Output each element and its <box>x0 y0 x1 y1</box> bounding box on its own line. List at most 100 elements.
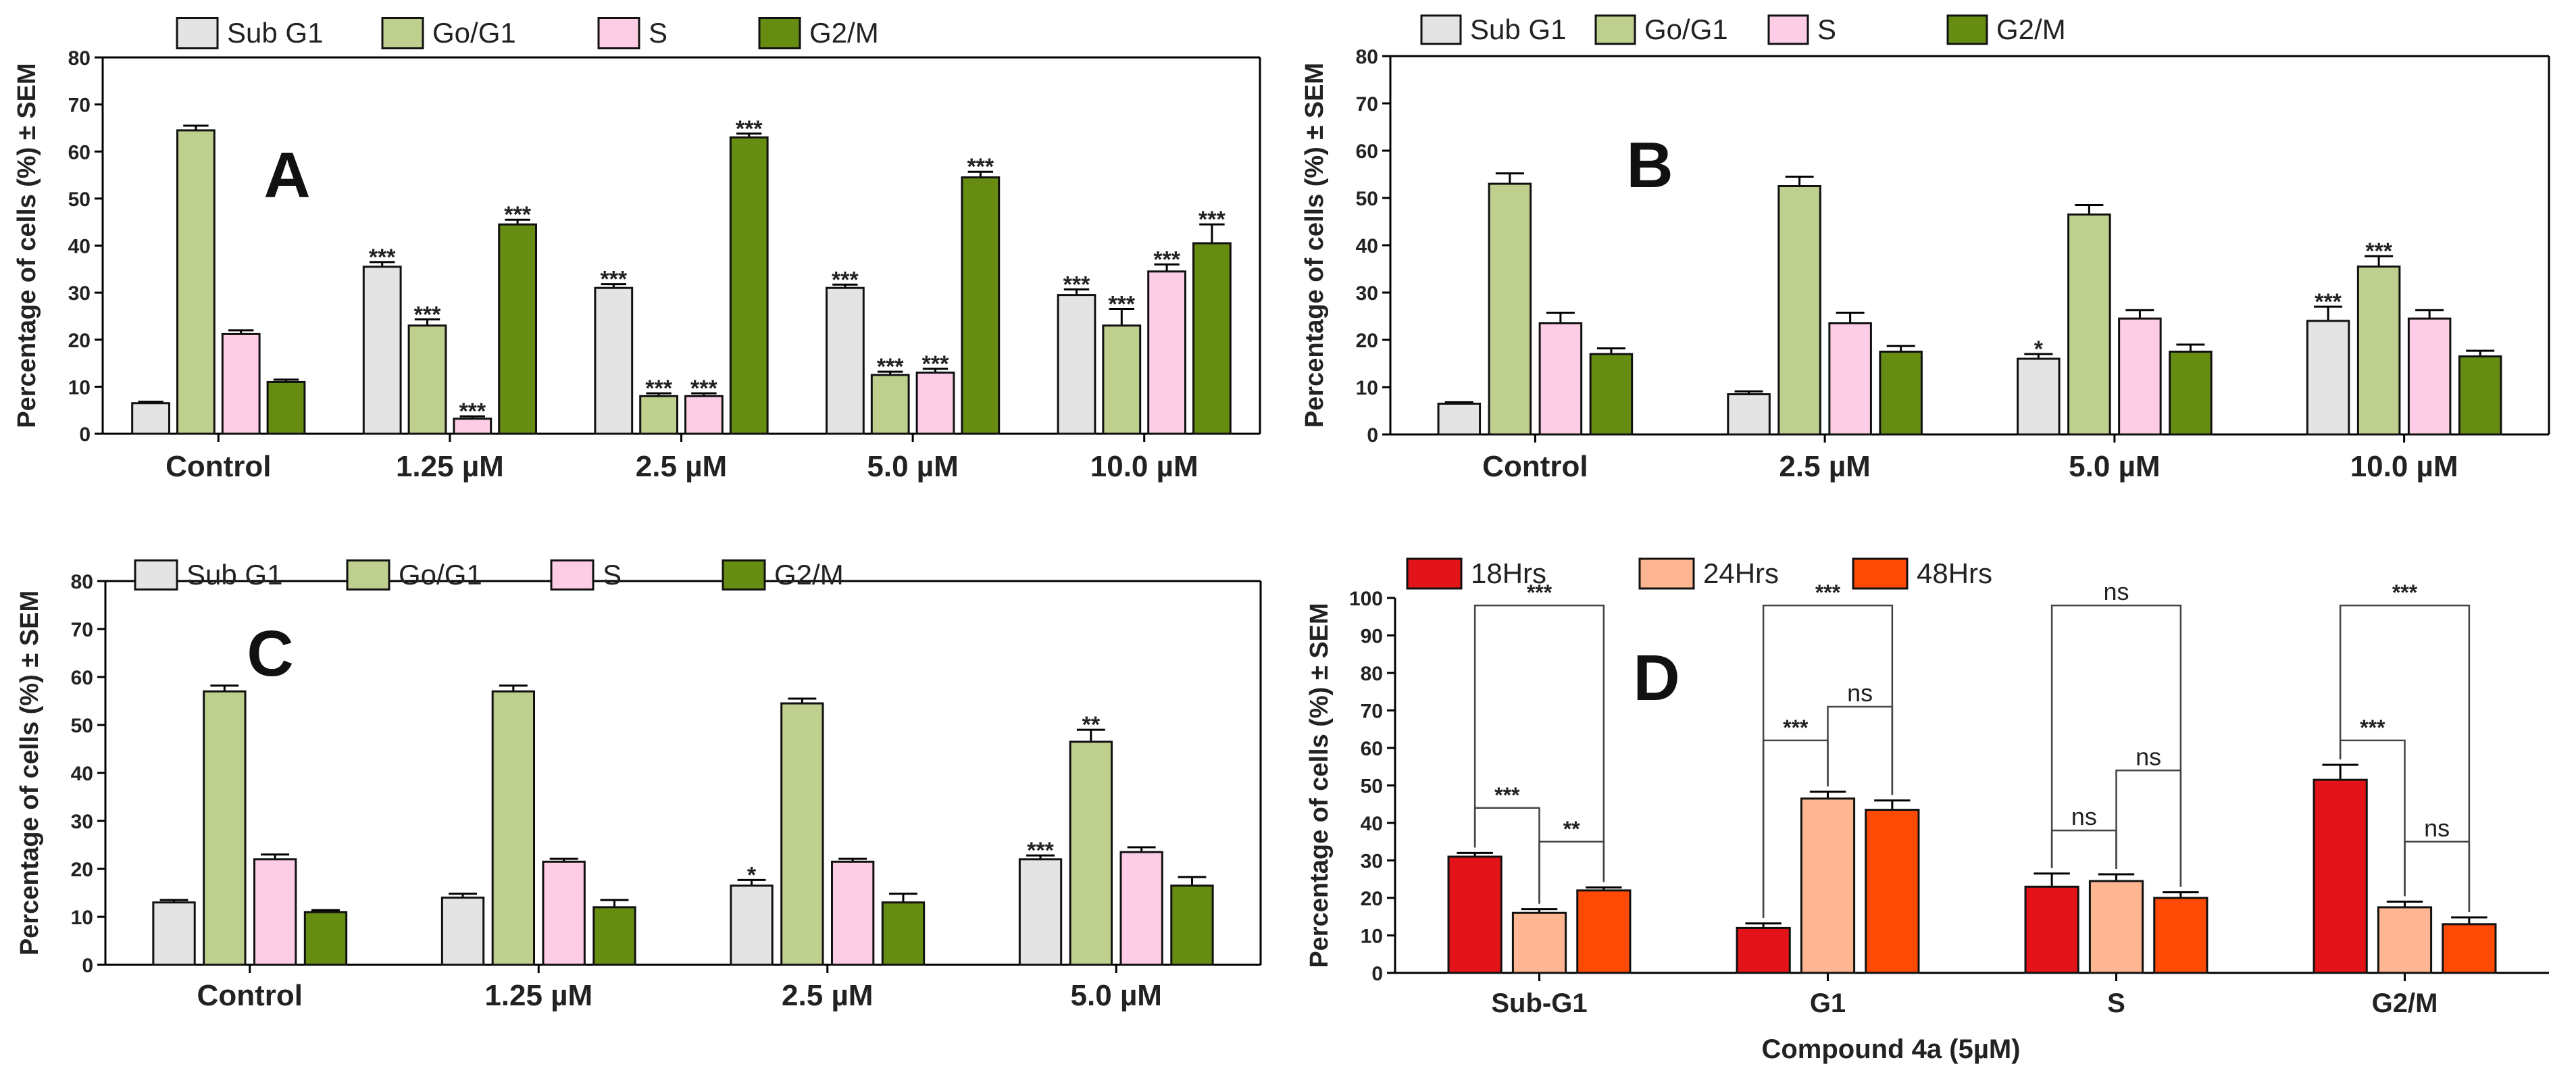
chart-panel-a: Percentage of cells (%) ± SEM 0 10 20 30 40 50… <box>0 0 1288 539</box>
chart-d-ytick-label: 60 <box>1361 738 1383 760</box>
chart-d-ytick-label: 50 <box>1361 776 1383 798</box>
chart-d-bar <box>2024 885 2079 974</box>
chart-a-ytick-label: 0 <box>79 424 91 446</box>
chart-a-bar <box>1057 294 1096 435</box>
chart-d-comparison-label: ns <box>2071 803 2097 830</box>
chart-d-category-label: Sub-G1 <box>1491 988 1587 1018</box>
chart-c-significance-label: *** <box>1027 838 1054 863</box>
chart-a-legend-swatch <box>758 17 801 49</box>
chart-b-category-label: 2.5 µM <box>1779 450 1870 483</box>
chart-a-ytick-label: 60 <box>68 141 91 164</box>
chart-a-ytick-label: 70 <box>68 95 91 117</box>
chart-b-ytick-label: 20 <box>1356 330 1378 352</box>
chart-d-comparison-bracket <box>2050 604 2182 887</box>
chart-d-legend-swatch <box>1406 557 1463 590</box>
chart-d-bar <box>1447 855 1502 974</box>
chart-c-legend-label: S <box>603 559 622 591</box>
chart-c-category-label: Control <box>197 979 303 1012</box>
chart-c-bar <box>780 702 824 966</box>
chart-b-bar <box>2458 355 2502 436</box>
chart-a-category-label: 2.5 µM <box>636 450 727 483</box>
chart-d-bar <box>1511 911 1567 974</box>
chart-c-legend-swatch <box>722 559 766 591</box>
chart-b-category-label: Control <box>1482 450 1588 483</box>
chart-a-significance-label: *** <box>1198 207 1226 232</box>
chart-c-legend-label: G2/M <box>774 559 844 591</box>
chart-d-ylabel: Percentage of cells (%) ± SEM <box>1305 603 1334 968</box>
chart-a-category-label: 10.0 µM <box>1090 450 1198 483</box>
chart-a-bar <box>684 395 724 435</box>
chart-c-bar <box>1170 884 1214 966</box>
chart-d-comparison-label: *** <box>2360 716 2385 740</box>
chart-a-significance-label: *** <box>832 267 859 293</box>
chart-c-ytick-label: 40 <box>71 763 93 785</box>
chart-c-bar <box>491 690 536 966</box>
chart-c-bar <box>881 901 926 966</box>
chart-a-legend-swatch <box>381 17 424 49</box>
chart-d-legend-label: 48Hrs <box>1917 557 1992 589</box>
chart-d-ytick-label: 40 <box>1361 813 1383 835</box>
chart-a-bar <box>453 418 493 435</box>
chart-d-ytick-label: 20 <box>1361 888 1383 910</box>
chart-a-svg: Percentage of cells (%) ± SEM 0 10 20 30 40 50… <box>13 17 1261 483</box>
chart-a-significance-label: *** <box>922 351 949 377</box>
chart-a-bar <box>639 395 678 435</box>
chart-c-bar <box>1018 858 1063 966</box>
chart-c-significance-label: * <box>747 862 757 888</box>
chart-a-legend-label: Go/G1 <box>432 17 516 49</box>
chart-a-legend-swatch <box>176 17 219 49</box>
chart-d-comparison-bracket <box>1827 705 1894 795</box>
chart-a-category-label: 1.25 µM <box>396 450 504 483</box>
chart-c-bar <box>592 906 636 966</box>
chart-d-comparison-bracket <box>1538 840 1605 904</box>
chart-panel-b: Percentage of cells (%) ± SEM 0 10 20 30 40 50… <box>1288 0 2576 539</box>
chart-a-bar <box>176 129 216 435</box>
chart-c-ytick-label: 80 <box>71 571 93 593</box>
chart-b-category-label: 5.0 µM <box>2069 450 2160 483</box>
chart-d-legend-swatch <box>1638 557 1695 590</box>
chart-d-comparison-bracket <box>1473 604 1605 882</box>
chart-a-panel-label: A <box>263 139 310 211</box>
chart-d-comparison-label: *** <box>2392 580 2418 605</box>
chart-d-ytick-label: 80 <box>1361 663 1383 685</box>
chart-a-ytick-label: 40 <box>68 236 91 258</box>
chart-b-bar <box>2067 214 2111 436</box>
chart-a-legend-label: S <box>649 17 667 49</box>
chart-b-bar <box>1777 185 1821 436</box>
chart-a-ytick-label: 30 <box>68 282 91 305</box>
chart-c-ytick-label: 60 <box>71 667 93 689</box>
chart-b-legend-label: Go/G1 <box>1644 14 1728 45</box>
chart-d-bar <box>1865 809 1920 974</box>
chart-b-bar <box>1879 351 1923 436</box>
chart-b-bar <box>1589 353 1634 436</box>
chart-b-ylabel: Percentage of cells (%) ± SEM <box>1300 63 1329 428</box>
chart-a-bar <box>915 371 955 435</box>
chart-a-significance-label: *** <box>1108 291 1135 317</box>
chart-a-bar <box>1147 270 1186 435</box>
chart-c-bar <box>152 901 196 966</box>
chart-d-xlabel: Compound 4a (5µM) <box>1761 1034 2020 1064</box>
chart-a-legend-swatch <box>597 17 640 49</box>
chart-c-bar <box>303 911 348 966</box>
chart-c-significance-label: ** <box>1082 712 1101 738</box>
chart-a-significance-label: *** <box>600 267 627 293</box>
chart-d-comparison-label: ns <box>2424 814 2450 842</box>
chart-b-ytick-label: 40 <box>1356 235 1378 257</box>
chart-c-legend-label: Go/G1 <box>399 559 482 591</box>
chart-a-bar <box>961 176 1001 435</box>
chart-b-bar <box>2118 318 2162 436</box>
chart-b-legend-label: Sub G1 <box>1470 14 1566 45</box>
chart-c-ytick-label: 0 <box>82 955 93 977</box>
chart-c-ytick-label: 20 <box>71 859 93 881</box>
chart-d-comparison-bracket <box>2115 770 2182 887</box>
chart-a-bar <box>729 136 769 435</box>
chart-b-legend-swatch <box>1946 14 1988 45</box>
chart-d-ytick-label: 70 <box>1361 701 1383 723</box>
chart-b-legend-label: G2/M <box>1996 14 2066 45</box>
chart-c-bar <box>440 897 485 966</box>
chart-b-ytick-label: 80 <box>1356 46 1378 68</box>
chart-b-legend-label: S <box>1817 14 1836 45</box>
chart-b-bar <box>1727 393 1771 436</box>
chart-b-ytick-label: 0 <box>1367 424 1378 447</box>
chart-d-comparison-bracket <box>2339 739 2406 897</box>
